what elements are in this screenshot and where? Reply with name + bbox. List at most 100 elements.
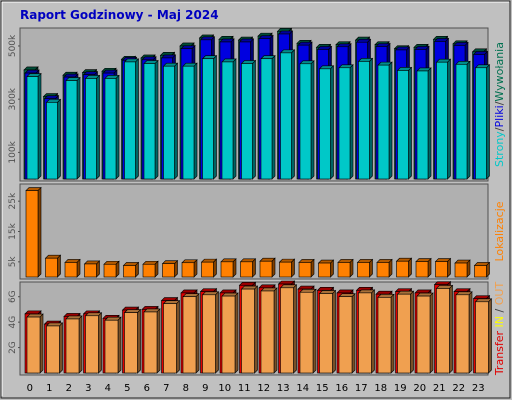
bar-side-face: [388, 61, 393, 180]
bar-transfer-out-13: [279, 284, 298, 374]
bar-side-face: [213, 55, 217, 180]
bar-locations-lokalizacje-9: [200, 258, 218, 278]
bar-side-face: [410, 290, 414, 374]
legend-part-3: OUT: [493, 282, 506, 306]
x-label-3: 3: [85, 383, 91, 394]
bar-side-face: [330, 65, 334, 180]
x-label-2: 2: [66, 383, 72, 394]
bar-side-face: [271, 55, 276, 180]
bar-locations-lokalizacje-19: [395, 257, 413, 278]
bar-front-face: [65, 80, 78, 180]
bar-front-face: [319, 293, 333, 374]
bar-front-face: [142, 263, 156, 278]
panel-transfer-ytick-label-1: 4G: [8, 316, 18, 329]
panel-transfer-ytick-label-2: 6G: [8, 290, 18, 303]
panel-locations-ytick-label-1: 15k: [8, 222, 18, 239]
bar-side-face: [390, 293, 395, 374]
bar-transfer-out-17: [357, 289, 376, 374]
bar-transfer-out-1: [45, 322, 64, 374]
bar-front-face: [475, 301, 489, 374]
legend-part-0: Transfer: [493, 330, 506, 376]
bar-transfer-out-16: [338, 292, 356, 374]
bar-side-face: [488, 298, 492, 374]
bar-front-face: [241, 288, 255, 374]
panel-locations-ytick-label-0: 5k: [8, 256, 18, 268]
bar-side-face: [466, 60, 471, 180]
bar-front-face: [396, 260, 409, 278]
bar-front-face: [454, 262, 468, 278]
panel-transfer-legend-label: Transfer IN / OUT: [493, 282, 506, 377]
bar-transfer-out-20: [416, 292, 434, 374]
panel-transfer: 2G 4G 6G Transfer IN / OUT: [8, 280, 506, 377]
bar-front-face: [84, 263, 97, 278]
x-label-15: 15: [316, 383, 329, 394]
bar-side-face: [135, 261, 139, 278]
bar-front-face: [162, 263, 175, 278]
bar-transfer-out-19: [396, 290, 415, 374]
panel-pages-ytick-label-2: 500k: [8, 34, 18, 57]
bar-front-face: [143, 311, 158, 374]
x-label-1: 1: [46, 383, 52, 394]
legend-part-1: IN: [493, 316, 506, 331]
x-label-20: 20: [413, 383, 426, 394]
bar-front-face: [182, 65, 195, 180]
bar-side-face: [76, 258, 81, 278]
bar-locations-lokalizacje-23: [473, 261, 491, 278]
bar-side-face: [57, 254, 61, 278]
bar-front-face: [201, 261, 214, 278]
bar-front-face: [65, 318, 80, 374]
bar-pages-strony-2: [65, 76, 81, 180]
bar-pages-strony-21: [435, 58, 452, 180]
legend-part-3: /: [493, 101, 506, 105]
bar-side-face: [293, 284, 297, 374]
bar-front-face: [436, 288, 450, 374]
x-label-19: 19: [394, 383, 407, 394]
bar-transfer-out-21: [435, 284, 454, 374]
bar-front-face: [436, 61, 448, 180]
bar-locations-lokalizacje-16: [337, 258, 354, 278]
bar-front-face: [435, 261, 448, 278]
bar-front-face: [377, 297, 392, 374]
bar-pages-strony-11: [240, 59, 257, 180]
bar-side-face: [98, 312, 102, 374]
bar-pages-strony-22: [455, 60, 471, 180]
bar-side-face: [310, 60, 315, 180]
bar-side-face: [486, 261, 490, 278]
bar-transfer-out-7: [162, 299, 181, 374]
bar-side-face: [57, 98, 61, 180]
bar-pages-strony-3: [84, 74, 101, 180]
bar-locations-lokalizacje-7: [161, 259, 179, 278]
bar-front-face: [455, 294, 470, 374]
bar-transfer-out-12: [260, 287, 278, 374]
bar-transfer-out-2: [65, 315, 83, 374]
bar-front-face: [299, 291, 314, 374]
x-label-13: 13: [277, 383, 290, 394]
bar-transfer-out-22: [455, 291, 473, 374]
bar-locations-lokalizacje-15: [317, 259, 335, 278]
bar-side-face: [291, 49, 295, 180]
bar-front-face: [338, 67, 351, 180]
bar-front-face: [377, 64, 390, 180]
bar-front-face: [103, 263, 117, 278]
bar-front-face: [376, 262, 390, 278]
bar-side-face: [252, 258, 256, 278]
bar-side-face: [234, 292, 239, 374]
bar-side-face: [154, 260, 159, 278]
bar-side-face: [429, 292, 434, 374]
bar-side-face: [349, 64, 354, 180]
bar-pages-strony-6: [143, 59, 159, 180]
bar-front-face: [45, 257, 58, 278]
x-label-10: 10: [218, 383, 231, 394]
bar-front-face: [318, 262, 331, 278]
bar-side-face: [176, 299, 180, 374]
bar-side-face: [468, 291, 473, 374]
bar-locations-lokalizacje-6: [142, 260, 159, 278]
bar-locations-lokalizacje-2: [64, 258, 81, 278]
bar-front-face: [241, 63, 253, 180]
bar-side-face: [312, 288, 317, 374]
bar-locations-lokalizacje-22: [454, 259, 471, 278]
x-label-17: 17: [355, 383, 368, 394]
